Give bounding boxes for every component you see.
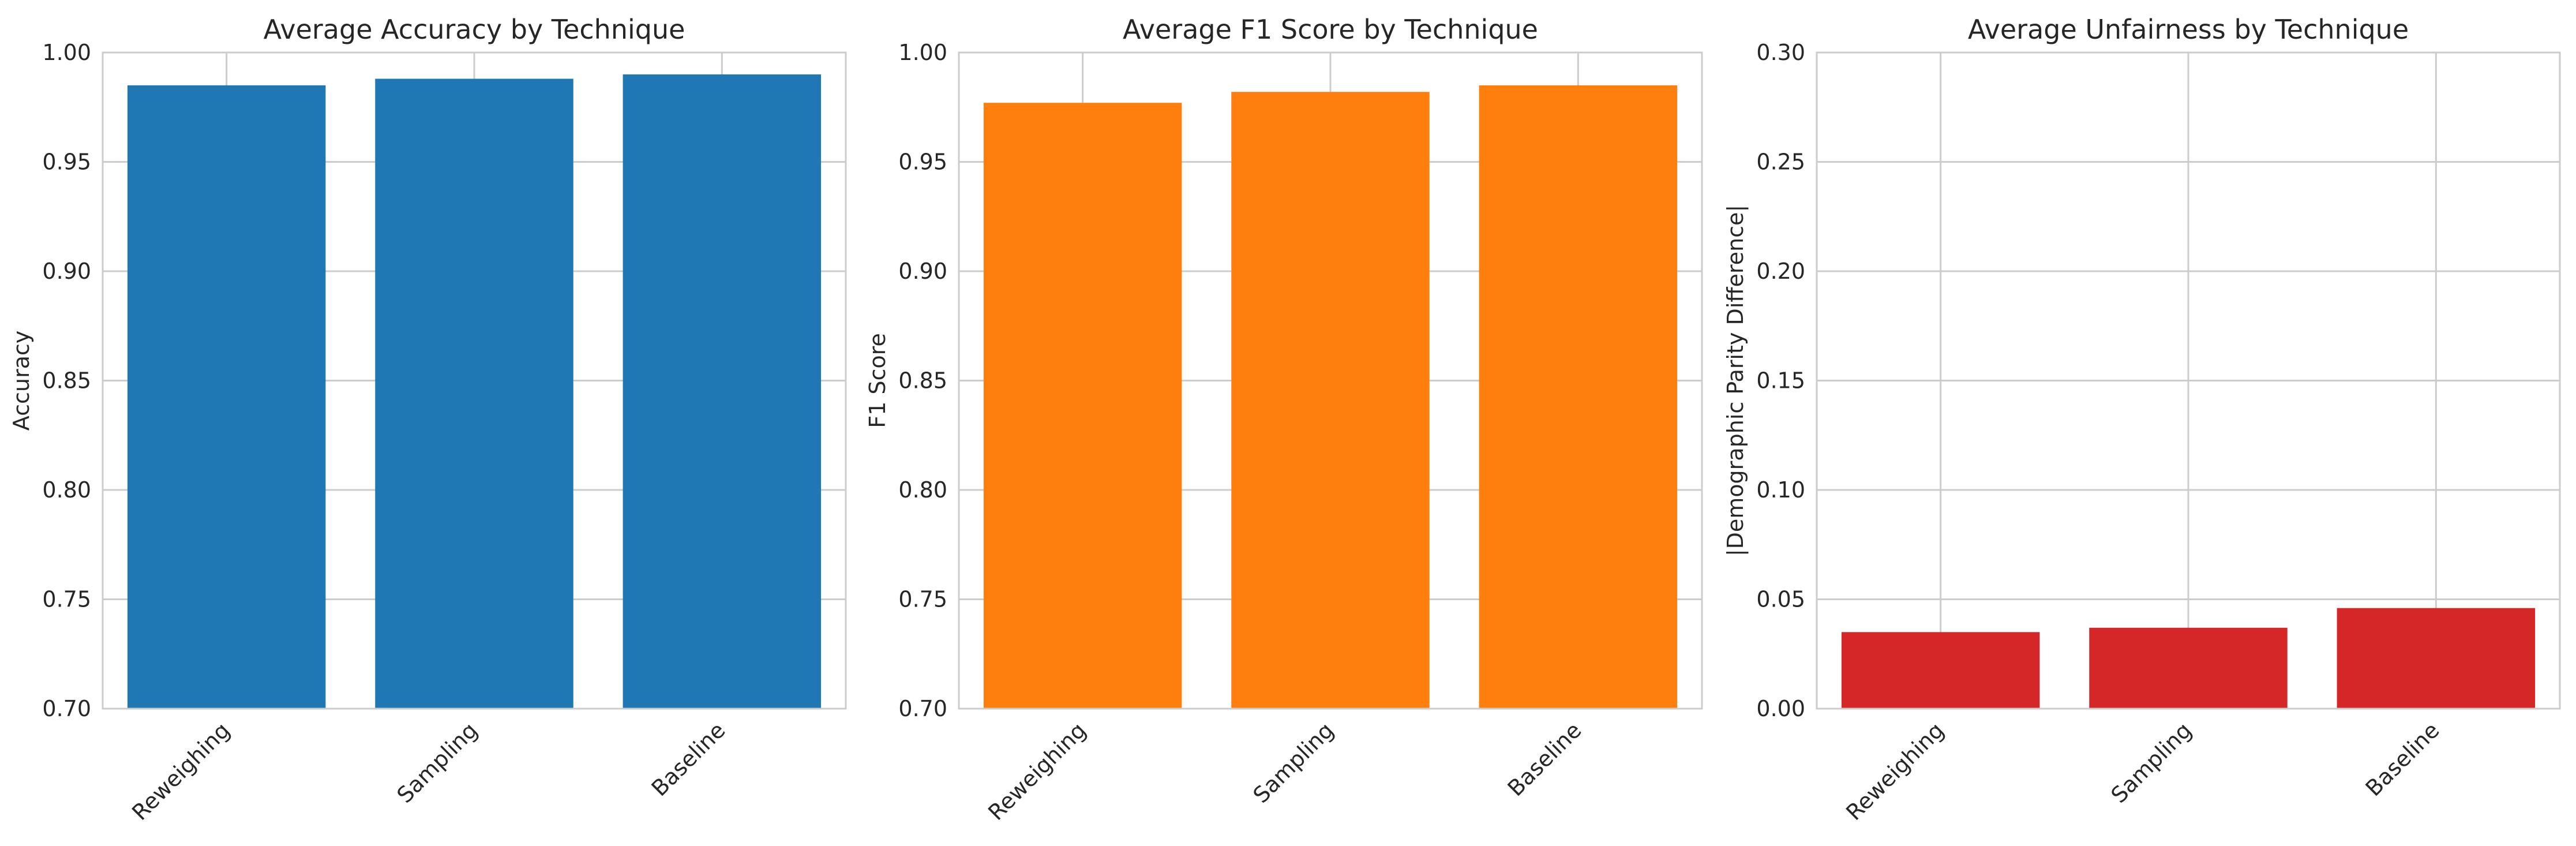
accuracy-chart-panel: Average Accuracy by Technique Accuracy 0… <box>9 14 847 825</box>
y-tick-label: 0.75 <box>42 587 91 612</box>
y-axis-label: F1 Score <box>865 333 890 428</box>
bar-baseline <box>2337 608 2536 709</box>
y-tick-label: 0.90 <box>42 259 91 284</box>
bars <box>1841 608 2536 709</box>
y-tick-label: 1.00 <box>898 40 947 65</box>
bar-reweighing <box>127 85 326 709</box>
y-tick-label: 0.05 <box>1756 587 1805 612</box>
y-tick-label: 0.70 <box>42 696 91 721</box>
axes-frame <box>1816 51 2561 710</box>
y-tick-label: 0.85 <box>898 368 947 394</box>
y-tick-label: 0.15 <box>1756 368 1805 394</box>
chart-title: Average Accuracy by Technique <box>264 14 685 45</box>
y-tick-label: 0.80 <box>42 477 91 503</box>
y-tick-label: 0.95 <box>42 149 91 175</box>
bar-sampling <box>375 78 573 709</box>
chart-title: Average F1 Score by Technique <box>1123 14 1538 45</box>
axes-frame <box>102 51 847 710</box>
y-tick-label: 1.00 <box>42 40 91 65</box>
y-axis-label: Accuracy <box>9 331 34 431</box>
bar-reweighing <box>983 103 1182 709</box>
y-tick-label: 0.70 <box>898 696 947 721</box>
bar-sampling <box>1231 92 1430 709</box>
y-tick-label: 0.30 <box>1756 40 1805 65</box>
y-tick-label: 0.80 <box>898 477 947 503</box>
bar-baseline <box>1479 85 1678 709</box>
y-tick-label: 0.75 <box>898 587 947 612</box>
y-tick-label: 0.95 <box>898 149 947 175</box>
chart-title: Average Unfairness by Technique <box>1968 14 2409 45</box>
y-tick-label: 0.90 <box>898 259 947 284</box>
y-axis-label: |Demographic Parity Difference| <box>1723 205 1749 556</box>
bars <box>983 85 1678 709</box>
y-tick-label: 0.10 <box>1756 477 1805 503</box>
y-tick-label: 0.00 <box>1756 696 1805 721</box>
y-tick-label: 0.20 <box>1756 259 1805 284</box>
f1-score-chart-panel: Average F1 Score by Technique F1 Score 0… <box>865 14 1703 825</box>
bar-baseline <box>623 74 822 709</box>
y-tick-label: 0.25 <box>1756 149 1805 175</box>
y-tick-label: 0.85 <box>42 368 91 394</box>
bar-reweighing <box>1841 632 2040 709</box>
bars <box>127 74 822 709</box>
bar-sampling <box>2089 627 2288 709</box>
axes-frame <box>958 51 1703 710</box>
